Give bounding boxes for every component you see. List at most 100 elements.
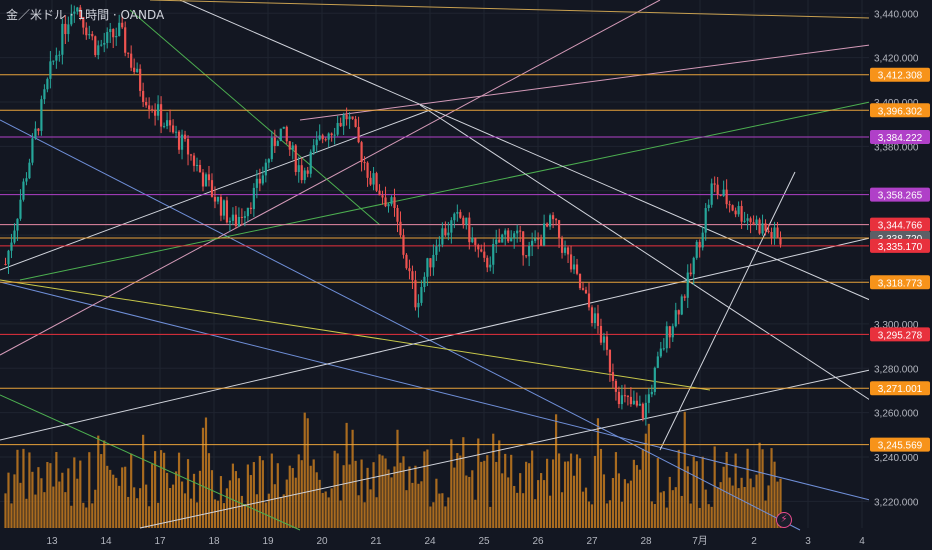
candle-body — [13, 230, 16, 243]
volume-bar — [100, 454, 103, 528]
trend-line — [179, 0, 871, 301]
volume-bar — [40, 478, 43, 528]
volume-bar — [94, 489, 97, 528]
candle-body — [611, 372, 615, 381]
candle-body — [725, 189, 728, 205]
candle-body — [656, 356, 659, 368]
candle-body — [115, 36, 118, 38]
candle-body — [31, 138, 34, 163]
candle-body — [522, 231, 525, 256]
volume-bar — [330, 488, 333, 528]
candle-body — [363, 162, 366, 164]
volume-bar — [707, 504, 710, 528]
candle-body — [438, 244, 441, 247]
candle-body — [264, 162, 267, 176]
volume-bar — [291, 468, 294, 528]
volume-bar — [575, 454, 579, 528]
volume-bar — [351, 429, 354, 528]
volume-bar — [249, 475, 252, 528]
candle-body — [52, 60, 55, 62]
volume-bar — [677, 449, 680, 528]
volume-bar — [79, 460, 82, 528]
volume-bar — [770, 448, 773, 528]
volume-bar — [528, 463, 531, 528]
candle-body — [258, 178, 261, 184]
volume-bar — [713, 446, 716, 528]
volume-bar — [151, 464, 154, 528]
level-label-background — [870, 437, 930, 452]
volume-bar — [426, 449, 429, 528]
trend-line — [0, 119, 801, 531]
volume-bar — [495, 461, 498, 528]
volume-bar — [659, 492, 662, 528]
time-tick-label: 28 — [640, 536, 652, 547]
lightning-icon[interactable]: ⚡ — [776, 512, 792, 528]
volume-bar — [354, 460, 357, 528]
volume-bar — [264, 502, 267, 528]
volume-bar — [537, 480, 540, 528]
volume-bar — [647, 423, 650, 528]
candle-body — [312, 145, 315, 152]
candle-body — [692, 257, 695, 275]
candle-body — [614, 380, 618, 392]
candle-body — [22, 181, 25, 200]
volume-bar — [19, 482, 22, 528]
volume-bar — [662, 491, 665, 528]
volume-bar — [540, 473, 543, 528]
candle-body — [354, 118, 357, 127]
candle-body — [243, 216, 246, 218]
candle-body — [722, 189, 725, 196]
price-tick-label: 3,220.000 — [874, 497, 919, 508]
level-label: 3,344.766 — [878, 221, 923, 232]
price-tick-label: 3,240.000 — [874, 453, 919, 464]
candle-body — [677, 310, 680, 315]
candle-body — [94, 36, 97, 56]
candle-body — [177, 131, 181, 150]
candle-body — [468, 217, 471, 243]
volume-bar — [157, 502, 160, 528]
volume-bar — [566, 461, 570, 528]
volume-bar — [543, 480, 546, 528]
level-label: 3,384.222 — [878, 133, 923, 144]
candle-body — [534, 238, 537, 241]
volume-bar — [626, 483, 629, 528]
volume-bar — [563, 461, 567, 528]
candle-body — [273, 137, 276, 146]
volume-bar — [734, 453, 737, 528]
candle-body — [680, 296, 683, 315]
volume-bar — [492, 433, 495, 528]
candle-body — [551, 215, 555, 220]
level-label: 3,318.773 — [878, 278, 923, 289]
candle-body — [145, 101, 148, 106]
volume-bar — [312, 459, 315, 528]
volume-bar — [121, 467, 124, 528]
volume-bar — [219, 476, 223, 528]
candle-body — [593, 313, 597, 324]
candle-body — [76, 7, 79, 12]
candle-body — [584, 289, 588, 294]
volume-bar — [632, 459, 635, 528]
candle-body — [429, 258, 432, 268]
candle-body — [240, 216, 243, 218]
volume-bar — [333, 450, 336, 528]
volume-bar — [516, 492, 519, 528]
volume-bar — [590, 504, 594, 528]
volume-bar — [133, 487, 136, 528]
volume-bar — [471, 470, 474, 528]
volume-bar — [222, 503, 226, 528]
candle-body — [396, 207, 399, 222]
volume-bar — [318, 479, 321, 528]
candle-body — [770, 231, 773, 239]
candle-body — [417, 302, 420, 308]
volume-bar — [309, 465, 312, 528]
candle-body — [587, 293, 591, 308]
candle-body — [189, 154, 193, 156]
volume-bar — [103, 440, 106, 528]
time-axis[interactable]: 13 14 17 18 19 20 21 24 25 26 27 28 7月 2 3 4 — [46, 535, 865, 547]
candle-body — [563, 247, 567, 253]
volume-bar — [641, 448, 644, 528]
volume-bar — [390, 477, 393, 528]
candle-body — [228, 220, 232, 223]
volume-bar — [321, 492, 324, 528]
